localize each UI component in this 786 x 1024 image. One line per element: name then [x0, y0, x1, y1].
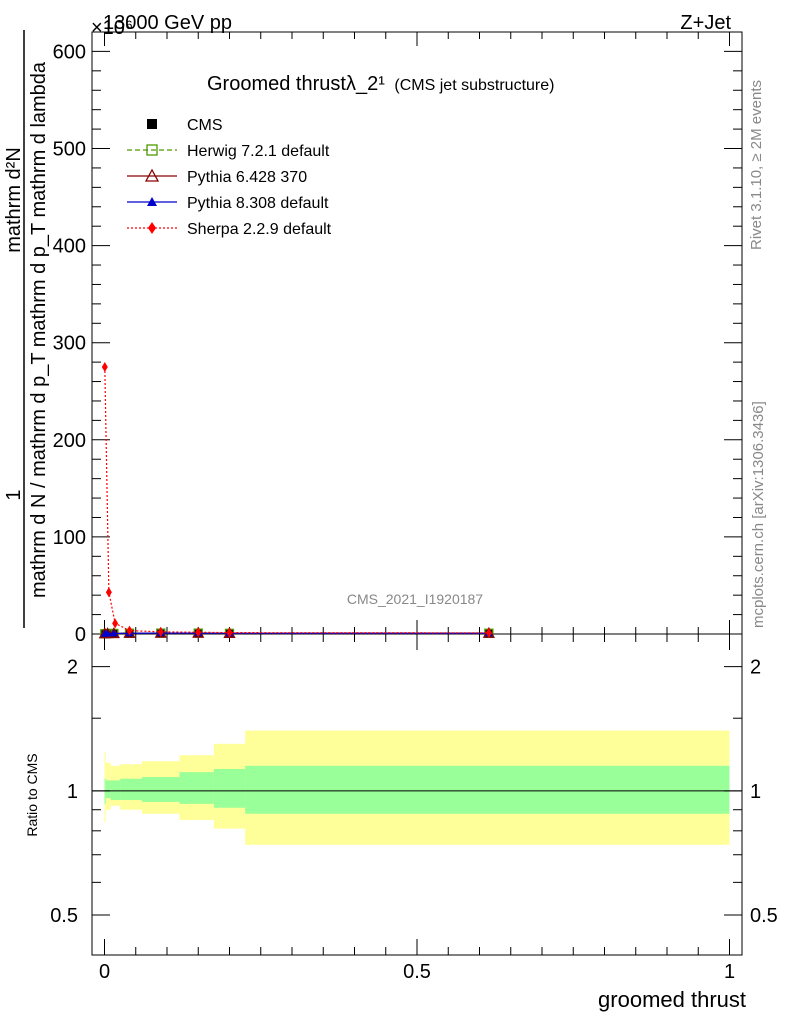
ratio-y-tick-label: 0.5 — [50, 905, 78, 927]
legend-entry: Sherpa 2.2.9 default — [127, 221, 332, 238]
main-y-ticks: 0 100 200 300 400 500 600 — [53, 32, 742, 646]
analysis-id: CMS_2021_I1920187 — [347, 591, 483, 607]
ylabel-denominator: mathrm d N / mathrm d p_T mathrm d p_T m… — [28, 61, 50, 598]
main-y-axis-label: 1 mathrm d²N mathrm d N / mathrm d p_T m… — [3, 30, 50, 628]
exponent-label: ×10⁶ — [91, 17, 133, 39]
ratio-inner-band-bin — [142, 777, 180, 802]
x-tick-label: 0 — [99, 961, 110, 983]
data-point — [103, 629, 112, 637]
ratio-y-tick-label: 1 — [67, 781, 78, 803]
ylabel-fraction-top: mathrm d²N — [3, 147, 25, 253]
mcplots-label: mcplots.cern.ch [arXiv:1306.3436] — [750, 401, 767, 628]
data-point — [157, 626, 164, 637]
ratio-y-tick-label-right: 1 — [750, 781, 761, 803]
legend-label: Sherpa 2.2.9 default — [187, 221, 332, 238]
rivet-version-label: Rivet 3.1.10, ≥ 2M events — [748, 80, 765, 250]
data-point — [226, 627, 233, 638]
legend: CMS Herwig 7.2.1 default Pythia 6.428 370 P… — [127, 117, 332, 238]
ratio-y-tick-label-right: 0.5 — [750, 905, 778, 927]
series-4 — [101, 361, 492, 638]
legend-entry: Pythia 8.308 default — [127, 195, 329, 212]
legend-marker — [148, 222, 156, 234]
y-tick-label: 300 — [53, 333, 86, 355]
data-point — [101, 361, 108, 372]
data-point — [485, 627, 492, 638]
ratio-inner-band-bin — [179, 772, 214, 804]
ratio-y-axis-label: Ratio to CMS — [24, 753, 40, 836]
legend-entry: CMS — [147, 117, 223, 134]
plot-title: Groomed thrustλ_2¹ (CMS jet substructure… — [207, 73, 554, 95]
data-point — [112, 618, 119, 629]
process-label: Z+Jet — [680, 12, 731, 34]
series-line — [104, 366, 489, 634]
legend-label: Pythia 6.428 370 — [187, 169, 307, 186]
data-point — [109, 629, 118, 637]
legend-label: CMS — [187, 117, 223, 134]
data-point — [195, 627, 202, 638]
ratio-inner-band-bin — [105, 780, 111, 799]
legend-marker — [144, 168, 160, 182]
legend-entry: Herwig 7.2.1 default — [127, 143, 330, 160]
legend-marker — [146, 144, 158, 156]
ylabel-numerator: 1 — [3, 489, 25, 500]
x-axis-label: groomed thrust — [598, 987, 746, 1012]
data-point — [105, 587, 112, 598]
y-tick-label: 600 — [53, 41, 86, 63]
ratio-inner-band-bin — [110, 780, 121, 801]
y-tick-label: 400 — [53, 236, 86, 258]
y-tick-label: 0 — [75, 624, 86, 646]
ratio-ticks: 0.5 0.5 1 1 2 2 0 0.5 1 — [50, 634, 778, 983]
ratio-y-tick-label-right: 2 — [750, 657, 761, 679]
ratio-inner-band-bin — [245, 765, 730, 814]
y-tick-label: 100 — [53, 527, 86, 549]
legend-marker — [147, 119, 157, 129]
y-tick-label: 500 — [53, 139, 86, 161]
y-tick-label: 200 — [53, 430, 86, 452]
legend-label: Herwig 7.2.1 default — [187, 143, 330, 160]
ratio-bands — [104, 730, 730, 845]
series-layer — [98, 361, 495, 639]
ratio-inner-band-bin — [120, 778, 142, 801]
legend-entry: Pythia 6.428 370 — [127, 168, 307, 186]
x-tick-label: 0.5 — [403, 961, 431, 983]
ratio-y-tick-label: 2 — [67, 657, 78, 679]
ratio-inner-band-bin — [213, 768, 246, 808]
legend-marker — [147, 197, 157, 206]
plot-title-sub: (CMS jet substructure) — [394, 77, 554, 94]
energy-label: 13000 GeV pp — [103, 12, 232, 34]
legend-label: Pythia 8.308 default — [187, 195, 329, 212]
x-tick-label: 1 — [724, 961, 735, 983]
plot-title-main: Groomed thrustλ_2¹ — [207, 73, 385, 95]
data-point — [126, 625, 133, 636]
